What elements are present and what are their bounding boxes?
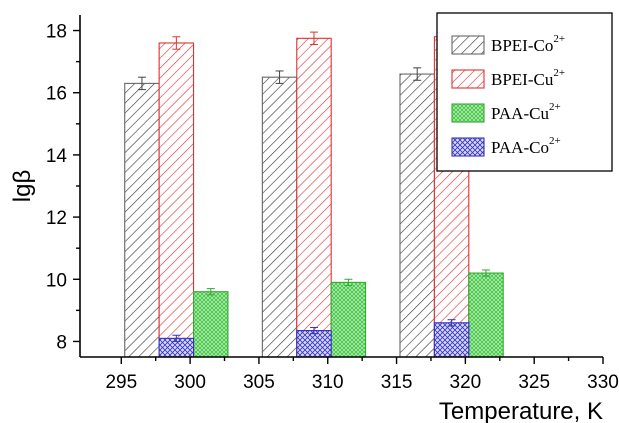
legend-label-bpei-co: BPEI-Co2+ [491,33,565,55]
error-bar-bpei-cu-1 [309,31,318,46]
legend-swatch-paa-co [451,137,485,157]
legend-label-paa-co: PAA-Co2+ [491,135,561,157]
x-tick-label-305: 305 [243,372,275,393]
bar-paa-cu-1 [330,281,367,358]
bar-bpei-co-2 [399,73,435,358]
x-axis-title: Temperature, K [439,398,603,423]
y-tick-label-16: 16 [46,84,67,105]
x-tick-label-310: 310 [312,372,344,393]
error-bar-paa-co-1 [309,326,318,335]
y-ticks: 8 10 12 14 16 18 [46,22,80,353]
x-tick-label-330: 330 [587,372,619,393]
error-bar-paa-cu-2 [482,269,491,277]
bar-bpei-co-0 [124,82,160,358]
x-tick-label-320: 320 [450,372,482,393]
y-tick-label-18: 18 [46,22,67,43]
y-tick-label-14: 14 [46,146,68,167]
bar-paa-co-2 [433,322,470,358]
legend-label-sup: 2+ [549,101,561,113]
error-bar-bpei-co-2 [413,67,422,81]
bar-paa-cu-0 [192,291,229,358]
y-axis-title: lgβ [9,170,36,202]
legend-swatch-bpei-cu [451,69,485,89]
error-bar-bpei-cu-0 [172,36,181,50]
bar-bpei-co-1 [261,76,298,358]
x-tick-label-325: 325 [518,372,550,393]
error-bar-bpei-co-0 [137,76,146,91]
bar-bpei-cu-0 [158,42,195,358]
x-tick-label-295: 295 [105,372,137,393]
x-ticks: 295 300 305 310 315 320 325 330 [105,357,619,393]
error-bar-paa-cu-0 [206,288,215,296]
legend-label-sup: 2+ [553,33,565,45]
legend-label-sup: 2+ [553,67,565,79]
legend-label-sup: 2+ [549,135,561,147]
legend-swatch-paa-cu [451,103,485,123]
error-bar-paa-co-2 [447,319,456,327]
y-tick-label-8: 8 [56,332,67,353]
error-bar-paa-co-0 [172,334,181,342]
legend-swatch-bpei-co [451,35,485,55]
error-bar-paa-cu-1 [344,278,353,286]
bar-paa-cu-2 [468,272,504,358]
x-tick-label-315: 315 [381,372,413,393]
x-tick-label-300: 300 [174,372,206,393]
error-bar-bpei-co-1 [275,70,284,84]
y-tick-label-10: 10 [46,270,67,291]
bar-bpei-cu-1 [296,37,332,358]
legend-label-paa-cu: PAA-Cu2+ [491,101,561,123]
legend: BPEI-Co2+ BPEI-Cu2+ PAA-Cu2+ PAA-Co2+ [436,12,613,172]
bar-paa-co-1 [296,330,332,358]
legend-label-bpei-cu: BPEI-Cu2+ [491,67,565,89]
y-tick-label-12: 12 [46,208,67,229]
